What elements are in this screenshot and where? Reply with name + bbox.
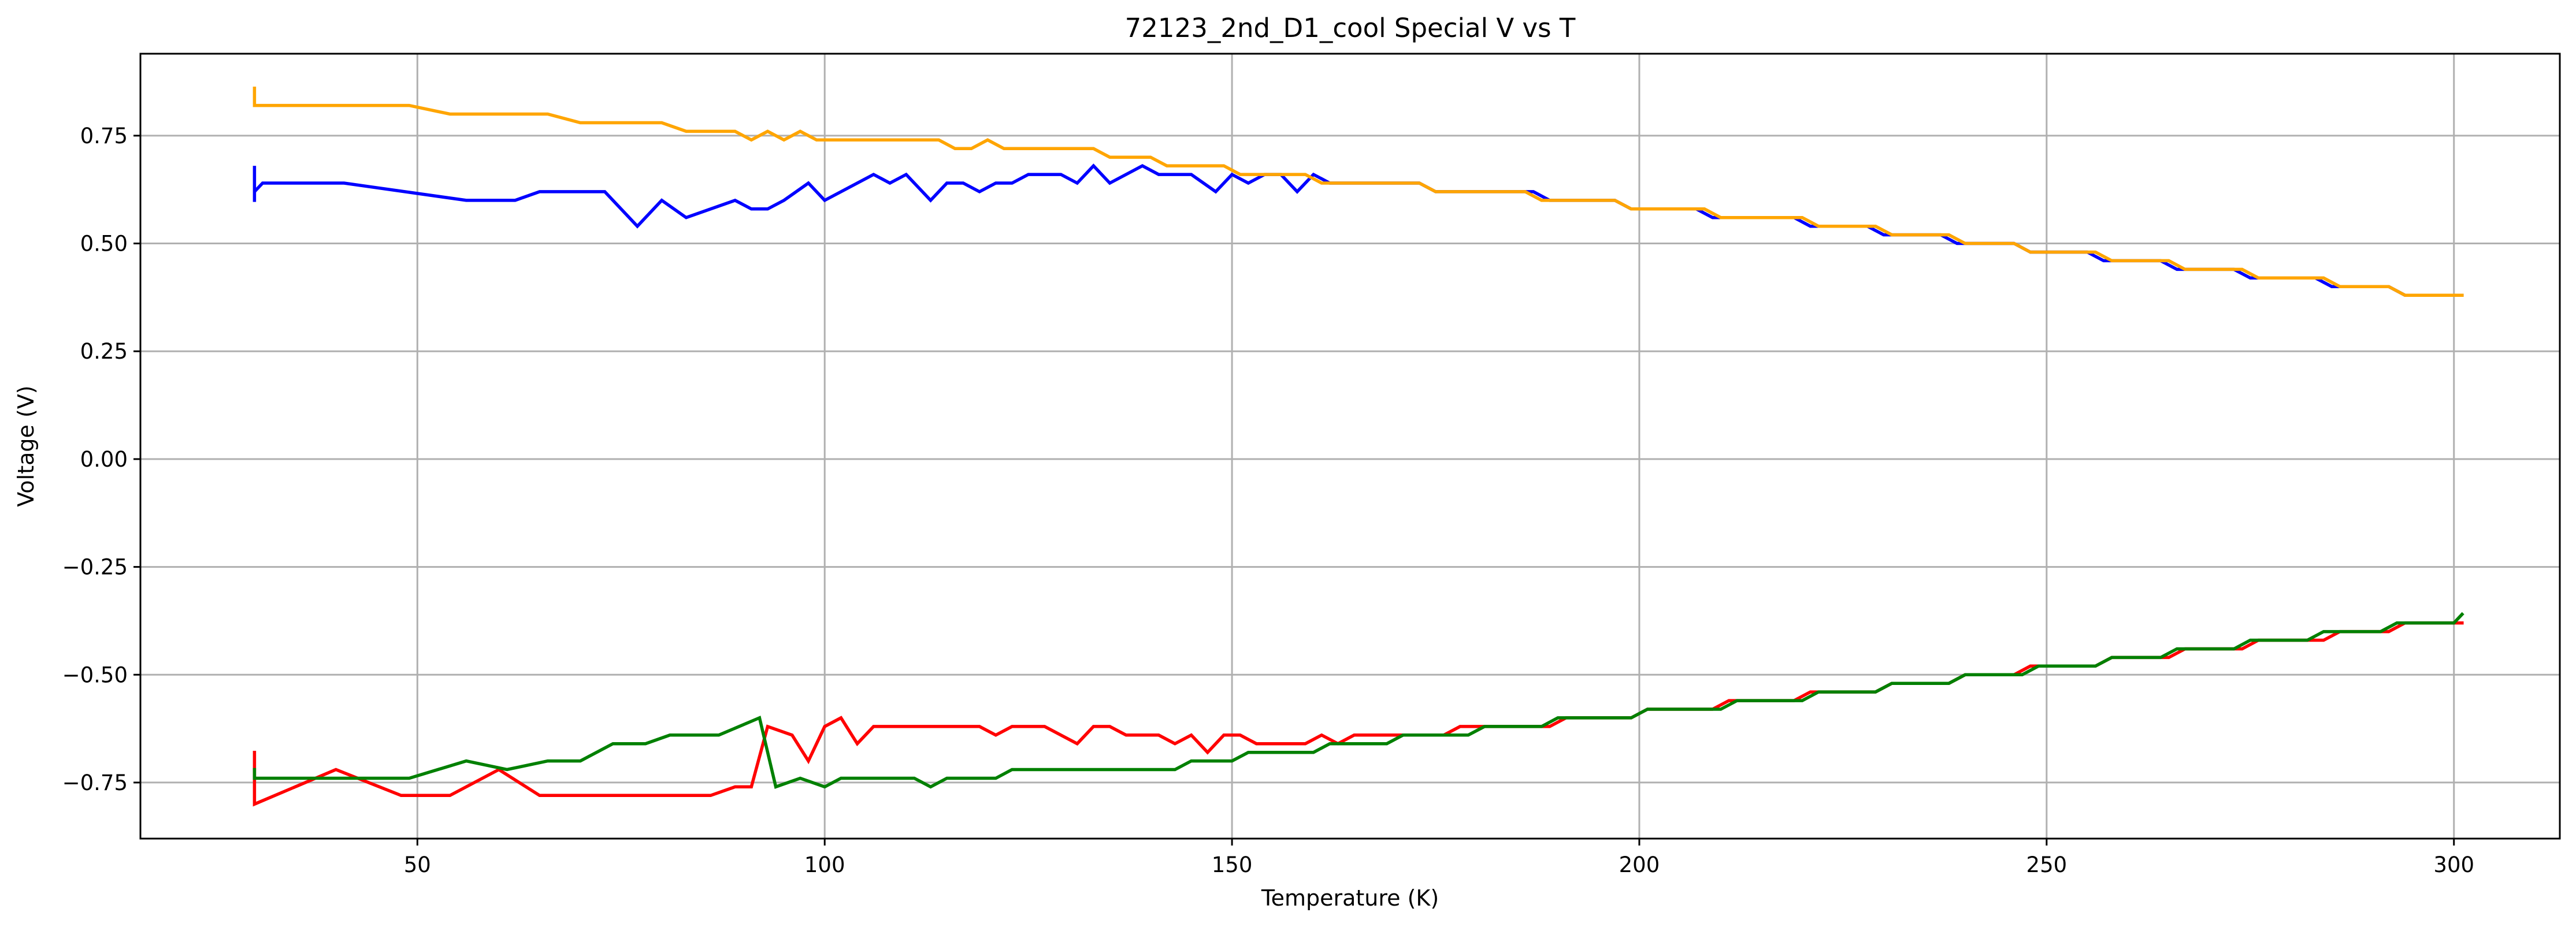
chart-title: 72123_2nd_D1_cool Special V vs T xyxy=(1125,13,1576,43)
y-tick-label: 0.25 xyxy=(80,339,128,364)
y-tick-label: 0.50 xyxy=(80,232,128,256)
series-line-4 xyxy=(253,612,2464,790)
series-group xyxy=(253,86,2464,807)
x-tick-label: 300 xyxy=(2433,852,2474,877)
x-axis-label: Temperature (K) xyxy=(1261,885,1439,911)
y-tick-label: 0.00 xyxy=(80,447,128,472)
x-tick-label: 100 xyxy=(804,852,845,877)
x-tick-label: 50 xyxy=(404,852,431,877)
x-tick-label: 200 xyxy=(1619,852,1660,877)
y-axis-label: Voltage (V) xyxy=(13,385,39,507)
series-line-2 xyxy=(253,86,2464,297)
y-tick-label: −0.25 xyxy=(62,555,128,580)
plot-frame xyxy=(139,53,2561,840)
y-tick-label: −0.50 xyxy=(62,662,128,687)
y-tick-label: −0.75 xyxy=(62,770,128,795)
grid xyxy=(140,54,2560,839)
x-tick-label: 150 xyxy=(1212,852,1253,877)
x-tick-label: 250 xyxy=(2026,852,2068,877)
axis-ticks: 50 100 150 200 250 300 −0.75 −0.50 −0.25 0.00 0.25… xyxy=(62,124,2474,877)
y-tick-label: 0.75 xyxy=(80,124,128,148)
